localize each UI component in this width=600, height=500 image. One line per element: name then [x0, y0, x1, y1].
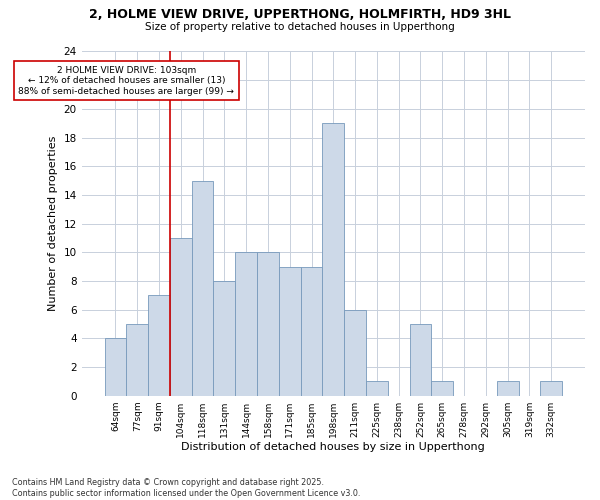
Bar	[497, 382, 518, 396]
Bar	[410, 324, 431, 396]
Bar	[322, 123, 344, 396]
X-axis label: Distribution of detached houses by size in Upperthong: Distribution of detached houses by size …	[181, 442, 485, 452]
Y-axis label: Number of detached properties: Number of detached properties	[48, 136, 58, 312]
Bar	[301, 266, 322, 396]
Bar	[366, 382, 388, 396]
Text: 2, HOLME VIEW DRIVE, UPPERTHONG, HOLMFIRTH, HD9 3HL: 2, HOLME VIEW DRIVE, UPPERTHONG, HOLMFIR…	[89, 8, 511, 20]
Bar	[127, 324, 148, 396]
Bar	[148, 296, 170, 396]
Bar	[541, 382, 562, 396]
Bar	[214, 281, 235, 396]
Bar	[192, 180, 214, 396]
Bar	[344, 310, 366, 396]
Text: Contains HM Land Registry data © Crown copyright and database right 2025.
Contai: Contains HM Land Registry data © Crown c…	[12, 478, 361, 498]
Bar	[170, 238, 192, 396]
Bar	[279, 266, 301, 396]
Text: Size of property relative to detached houses in Upperthong: Size of property relative to detached ho…	[145, 22, 455, 32]
Text: 2 HOLME VIEW DRIVE: 103sqm
← 12% of detached houses are smaller (13)
88% of semi: 2 HOLME VIEW DRIVE: 103sqm ← 12% of deta…	[19, 66, 234, 96]
Bar	[431, 382, 453, 396]
Bar	[235, 252, 257, 396]
Bar	[104, 338, 127, 396]
Bar	[257, 252, 279, 396]
